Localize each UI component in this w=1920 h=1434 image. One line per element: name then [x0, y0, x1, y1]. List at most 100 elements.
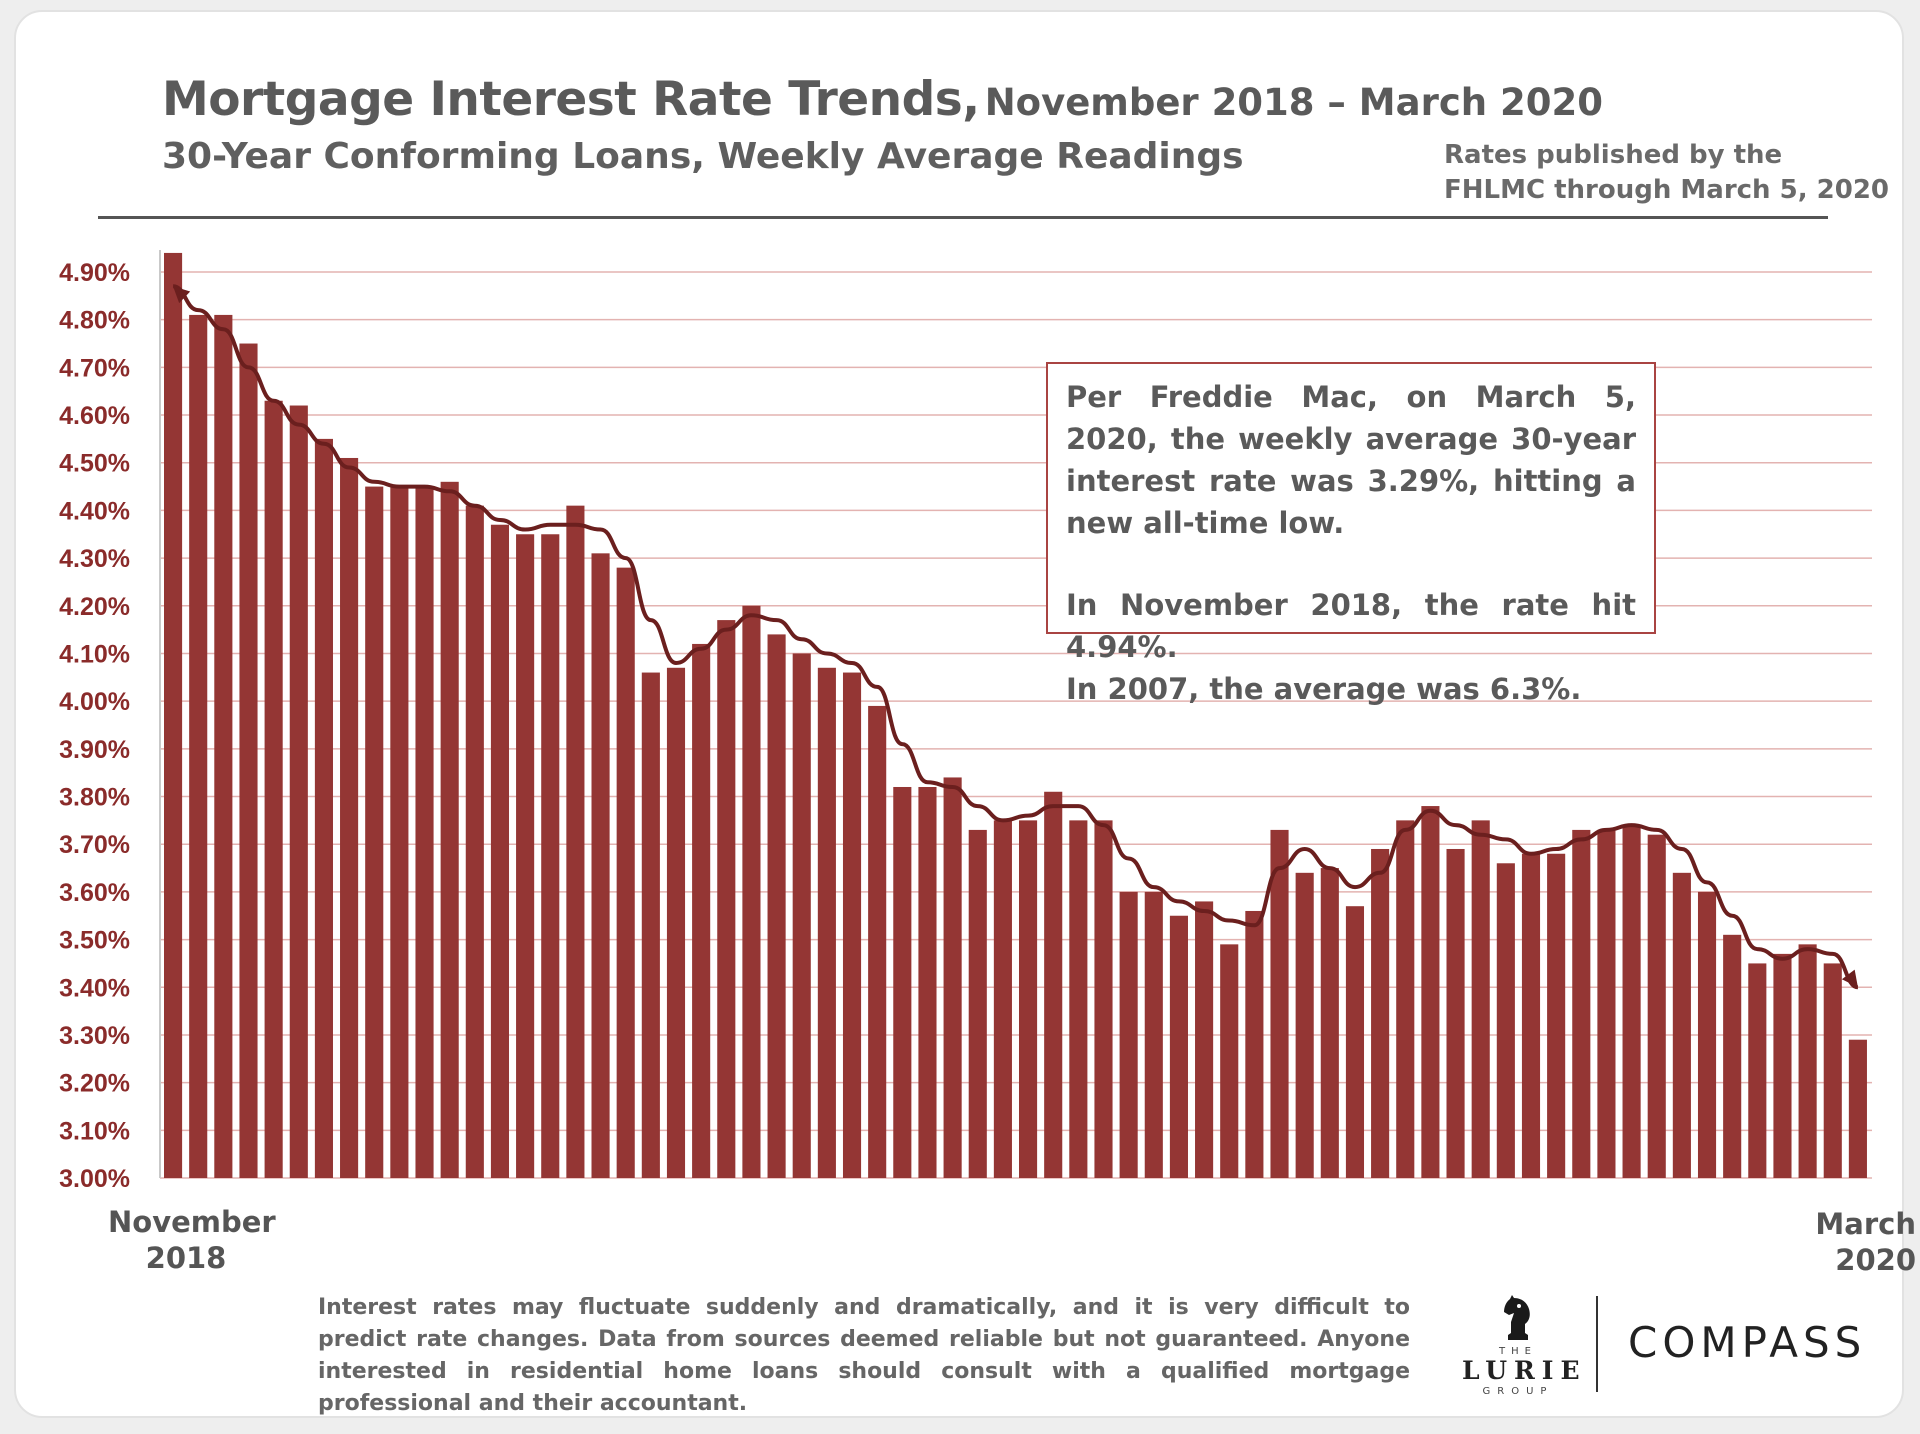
bar [1220, 944, 1239, 1178]
compass-logo: COMPASS [1628, 1318, 1867, 1367]
bar [1471, 820, 1490, 1178]
bar [1320, 868, 1339, 1178]
y-axis-ticks: 4.90% 4.80% 4.70% 4.60% 4.50% 4.40% 4.30% 4.20%… [59, 259, 130, 1193]
bar [1672, 872, 1691, 1178]
source-note-line2: FHLMC through March 5, 2020 [1444, 175, 1889, 205]
bar [1119, 891, 1138, 1178]
bar [591, 553, 610, 1178]
bar [390, 486, 409, 1179]
bar [1295, 872, 1314, 1178]
lurie-the: THE [1499, 1346, 1537, 1357]
y-tick-label: 3.00% [59, 1165, 130, 1193]
y-tick-label: 3.60% [59, 879, 130, 907]
bar [1371, 848, 1390, 1178]
y-tick-label: 3.90% [59, 736, 130, 764]
bar [1773, 953, 1792, 1178]
logo-divider [1596, 1296, 1598, 1392]
bar [968, 829, 987, 1178]
bar [516, 534, 535, 1178]
y-tick-label: 3.10% [59, 1117, 130, 1145]
bar [1144, 891, 1163, 1178]
bar [365, 486, 384, 1179]
y-tick-label: 4.30% [59, 545, 130, 573]
x-axis-start-label: November 2018 [108, 1204, 276, 1276]
y-tick-label: 4.70% [59, 354, 130, 382]
y-tick-label: 4.40% [59, 497, 130, 525]
bar [239, 343, 258, 1178]
y-tick-label: 4.20% [59, 593, 130, 621]
bar [1345, 906, 1365, 1178]
bar [214, 314, 233, 1178]
bar [465, 505, 484, 1178]
disclaimer-text: Interest rates may fluctuate suddenly an… [318, 1295, 1410, 1416]
x-start-line2: 2018 [145, 1241, 227, 1275]
annotation-box: Per Freddie Mac, on March 5, 2020, the w… [1046, 362, 1656, 706]
y-tick-label: 3.20% [59, 1070, 130, 1098]
annotation-line-2b: In 2007, the average was 6.3%. [1066, 672, 1582, 706]
annotation-paragraph-1: Per Freddie Mac, on March 5, 2020, the w… [1066, 380, 1636, 540]
annotation-line-2a: In November 2018, the rate hit 4.94%. [1066, 588, 1636, 664]
bar [1697, 891, 1717, 1178]
trend-end-arrow [1841, 969, 1858, 988]
bar [164, 252, 183, 1178]
title-main: Mortgage Interest Rate Trends, [162, 72, 980, 127]
bar [1823, 963, 1842, 1178]
bar [541, 534, 560, 1178]
bar [1396, 820, 1415, 1178]
y-tick-label: 3.30% [59, 1022, 130, 1050]
y-tick-label: 4.00% [59, 688, 130, 716]
chess-knight-icon [1504, 1295, 1530, 1340]
bar [717, 620, 736, 1178]
y-tick-label: 3.80% [59, 784, 130, 812]
y-tick-label: 3.40% [59, 974, 130, 1002]
trend-line [172, 284, 1859, 990]
y-tick-label: 4.10% [59, 640, 130, 668]
bar [1521, 853, 1541, 1178]
bar [742, 605, 761, 1178]
source-note-line1: Rates published by the [1444, 140, 1783, 170]
bar [842, 672, 862, 1178]
bars [164, 252, 1867, 1179]
source-note: Rates published by the FHLMC through Mar… [1444, 138, 1889, 208]
x-start-line1: November [108, 1205, 276, 1239]
bar [1622, 825, 1641, 1178]
y-tick-label: 4.60% [59, 402, 130, 430]
bar [1597, 829, 1616, 1178]
bar [264, 400, 283, 1178]
title-date-range: November 2018 – March 2020 [984, 81, 1603, 124]
annotation-paragraph-2: In November 2018, the rate hit 4.94%. In… [1066, 584, 1636, 710]
bar [1245, 910, 1264, 1178]
title-divider [98, 216, 1828, 219]
lurie-name: LURIE [1462, 1356, 1587, 1385]
bar [1169, 915, 1188, 1178]
bar [1019, 820, 1038, 1178]
lurie-group-word: GROUP [1482, 1386, 1554, 1397]
bar [817, 667, 836, 1178]
bar [993, 820, 1012, 1178]
bar [943, 777, 962, 1178]
bar [289, 405, 308, 1178]
lurie-group-logo: THE LURIE GROUP [1462, 1294, 1587, 1397]
bar [1798, 944, 1817, 1178]
y-tick-label: 3.70% [59, 831, 130, 859]
bar [340, 457, 359, 1179]
bar [1723, 934, 1742, 1178]
bar [1748, 963, 1767, 1178]
bar [566, 505, 585, 1178]
bar [893, 786, 912, 1178]
bar [767, 634, 786, 1178]
bar [1496, 863, 1515, 1178]
bar [440, 481, 459, 1178]
bar [616, 567, 635, 1178]
y-tick-label: 4.90% [59, 259, 130, 287]
bar [1094, 820, 1113, 1178]
bar [692, 643, 711, 1178]
bar [666, 667, 686, 1178]
chart-title: Mortgage Interest Rate Trends, November … [162, 72, 1603, 127]
x-end-line1: March [1815, 1207, 1916, 1241]
x-end-line2: 2020 [1835, 1243, 1916, 1277]
bar [189, 314, 208, 1178]
y-tick-label: 3.50% [59, 927, 130, 955]
bar [490, 524, 510, 1178]
